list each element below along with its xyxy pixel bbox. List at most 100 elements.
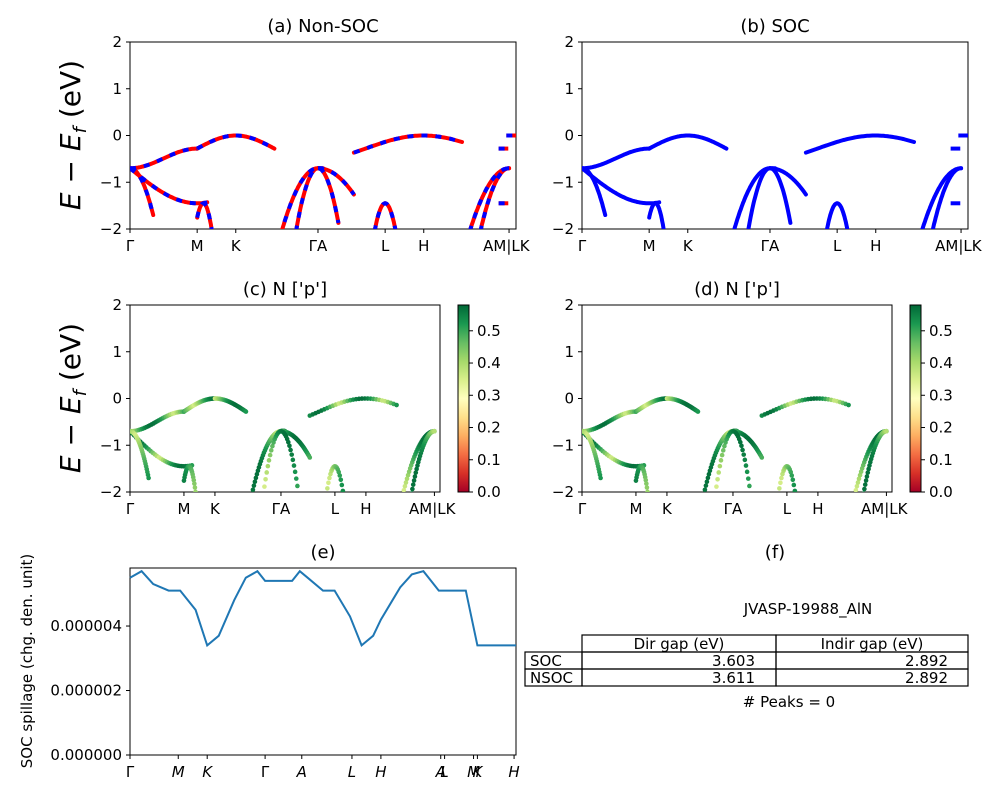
- table-row-soc-dir: 3.603: [712, 652, 755, 670]
- colorbar-tick-label: 0.4: [477, 354, 501, 372]
- table-header-dir-gap: Dir gap (eV): [634, 635, 725, 653]
- panel-b-soc: (b) SOC 2 1 0 −1 −2Γ M K ΓA L H AM|LK: [552, 16, 983, 255]
- scatter-point: [394, 402, 399, 408]
- material-id: JVASP-19988_AlN: [743, 600, 873, 619]
- scatter-point: [291, 463, 297, 468]
- colorbar-tick-label: 0.0: [477, 483, 501, 501]
- scatter-point: [323, 500, 328, 505]
- band-line: [195, 201, 214, 229]
- scatter-point: [651, 554, 656, 559]
- scatter-point: [648, 511, 653, 516]
- scatter-point: [775, 500, 780, 505]
- y-tick-label: 1: [112, 80, 122, 98]
- colorbar-tick-label: 0.2: [929, 419, 953, 437]
- scatter-point: [704, 479, 710, 485]
- table-row-nsoc-label: NSOC: [530, 669, 573, 687]
- panel-a-title: (a) Non-SOC: [267, 16, 378, 37]
- scatter-point: [646, 499, 651, 504]
- scatter-point: [722, 443, 727, 449]
- scatter-point: [706, 471, 712, 477]
- scatter-point: [295, 483, 300, 489]
- x-tick-label: M: [191, 237, 204, 255]
- band-line: [130, 146, 198, 171]
- scatter-point: [339, 482, 345, 488]
- scatter-point: [315, 588, 320, 593]
- panel-a-ylabel: E − Ef (eV): [54, 60, 91, 210]
- scatter-point: [717, 463, 723, 469]
- colorbar: [909, 304, 922, 493]
- x-tick-label: ΓA: [761, 237, 780, 255]
- panel-a-non-soc: (a) Non-SOC E − Ef (eV) 2 1 0 −1 −2Γ M K ΓA L H AM…: [54, 16, 531, 255]
- band-line: [280, 166, 318, 229]
- band-lines: [130, 133, 516, 229]
- scatter-point: [198, 538, 203, 543]
- scatter-point: [703, 483, 709, 488]
- scatter-point: [862, 486, 867, 492]
- panel-e-title: (e): [310, 542, 335, 563]
- scatter-point: [715, 476, 720, 482]
- y-tick-label: −2: [100, 220, 122, 238]
- spillage-line: [129, 569, 516, 648]
- y-tick-label: 2: [112, 33, 122, 51]
- scatter-points: [582, 396, 889, 559]
- x-tick-label: H: [418, 237, 429, 255]
- scatter-point: [741, 452, 747, 457]
- scatter-point: [702, 487, 708, 492]
- scatter-point: [191, 477, 197, 483]
- scatter-point: [196, 511, 201, 516]
- scatter-point: [645, 489, 650, 492]
- scatter-point: [790, 477, 796, 483]
- x-tick-label: L: [440, 763, 448, 781]
- scatter-point: [853, 492, 858, 497]
- colorbar-tick-label: 0.5: [929, 322, 953, 340]
- colorbar-tick-label: 0.1: [929, 451, 953, 469]
- x-tick-label: Γ: [578, 237, 587, 255]
- y-tick-label: −1: [552, 436, 574, 454]
- x-tick-label: K: [210, 500, 221, 518]
- scatter-point: [314, 603, 319, 608]
- band-line: [353, 133, 463, 155]
- scatter-point: [342, 495, 347, 500]
- scatter-point: [290, 457, 296, 463]
- x-tick-label: K: [202, 763, 213, 781]
- scatter-point: [192, 481, 197, 486]
- table-row-soc-indir: 2.892: [905, 652, 948, 670]
- scatter-point: [254, 471, 260, 477]
- y-tick-label: 0.000000: [50, 746, 122, 764]
- scatter-point: [261, 492, 266, 497]
- scatter-point: [343, 503, 348, 508]
- y-tick-label: −2: [100, 483, 122, 501]
- table-row-soc-label: SOC: [530, 652, 562, 670]
- scatter-point: [195, 505, 200, 510]
- y-tick-label: 1: [564, 343, 574, 361]
- colorbar: [457, 304, 470, 493]
- scatter-point: [326, 480, 331, 486]
- y-tick-label: 2: [564, 33, 574, 51]
- scatter-point: [401, 488, 407, 492]
- x-tick-label: Γ: [126, 237, 135, 255]
- scatter-point: [192, 485, 198, 490]
- scatter-point: [779, 475, 784, 481]
- x-tick-label: AM|LK: [935, 237, 983, 255]
- y-tick-label: −1: [552, 173, 574, 191]
- panel-c-projection: (c) N ['p'] E − Ef (eV) 2 1 0 −1 −2Γ M K ΓA L H AM…: [54, 279, 501, 608]
- x-tick-label: Γ: [126, 500, 135, 518]
- scatter-point: [316, 574, 321, 579]
- band-line: [582, 166, 608, 217]
- scatter-point: [253, 475, 259, 481]
- panel-d-projection: (d) N ['p'] 2 1 0 −1 −2Γ M K ΓA L H AM|LK 0.0 0.1 0.2…: [552, 279, 953, 559]
- x-tick-label: Γ: [261, 763, 270, 781]
- scatter-point: [774, 508, 779, 513]
- x-tick-label: K: [231, 237, 242, 255]
- scatter-point: [344, 512, 349, 517]
- scatter-point: [864, 474, 870, 479]
- colorbar-tick-label: 0.0: [929, 483, 953, 501]
- scatter-point: [322, 508, 327, 513]
- scatter-point: [338, 477, 344, 483]
- x-tick-label: A: [296, 763, 307, 781]
- scatter-point: [789, 473, 795, 478]
- colorbar-tick-label: 0.3: [929, 386, 953, 404]
- scatter-point: [797, 521, 802, 526]
- y-tick-label: 0: [564, 390, 574, 408]
